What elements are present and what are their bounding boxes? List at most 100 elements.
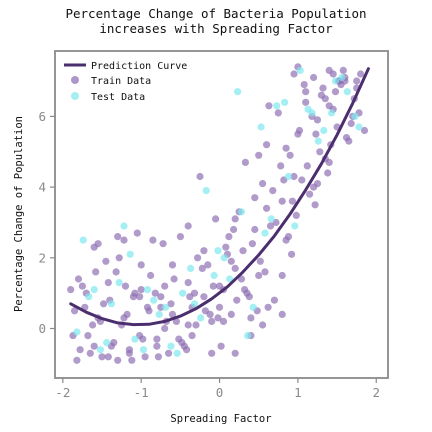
train-point: [128, 357, 135, 364]
train-point: [251, 194, 258, 201]
train-point: [116, 254, 123, 261]
train-point: [293, 212, 300, 219]
legend-label-test: Test Data: [91, 92, 145, 103]
test-point: [144, 286, 151, 293]
train-point: [210, 283, 217, 290]
train-point: [298, 176, 305, 183]
train-point: [208, 350, 215, 357]
train-point: [120, 237, 127, 244]
train-point: [330, 70, 337, 77]
train-point: [79, 283, 86, 290]
train-point: [283, 145, 290, 152]
y-tick-label: 0: [38, 321, 46, 336]
train-point: [249, 240, 256, 247]
test-point: [234, 88, 241, 95]
train-point: [269, 187, 276, 194]
train-point: [214, 314, 221, 321]
train-point: [306, 191, 313, 198]
train-point: [314, 180, 321, 187]
train-point: [199, 265, 206, 272]
train-point: [114, 357, 121, 364]
train-point: [242, 159, 249, 166]
train-point: [160, 240, 167, 247]
train-point: [147, 272, 154, 279]
train-point: [316, 148, 323, 155]
test-point: [127, 251, 134, 258]
train-point: [304, 162, 311, 169]
train-point: [324, 169, 331, 176]
train-point: [169, 261, 176, 268]
train-point: [91, 343, 98, 350]
test-point: [91, 286, 98, 293]
test-point: [73, 328, 80, 335]
train-point: [289, 198, 296, 205]
test-point: [291, 222, 298, 229]
train-point: [142, 353, 149, 360]
train-point: [114, 233, 121, 240]
train-point: [138, 261, 145, 268]
legend-marker-train: [71, 76, 79, 84]
test-point: [297, 67, 304, 74]
train-point: [200, 293, 207, 300]
test-point: [281, 99, 288, 106]
legend-label-train: Train Data: [91, 76, 151, 87]
train-point: [212, 215, 219, 222]
train-point: [296, 127, 303, 134]
train-point: [161, 325, 168, 332]
train-point: [77, 346, 84, 353]
train-point: [194, 254, 201, 261]
test-point: [97, 346, 104, 353]
train-point: [312, 201, 319, 208]
train-point: [98, 353, 105, 360]
train-point: [153, 336, 160, 343]
train-point: [92, 268, 99, 275]
train-point: [120, 314, 127, 321]
test-point: [120, 222, 127, 229]
test-point: [332, 77, 339, 84]
test-point: [268, 215, 275, 222]
train-point: [102, 258, 109, 265]
x-tick-label: 0: [216, 385, 224, 400]
train-point: [208, 318, 215, 325]
test-point: [305, 106, 312, 113]
train-point: [255, 152, 262, 159]
train-point: [95, 240, 102, 247]
train-point: [185, 321, 192, 328]
test-point: [273, 102, 280, 109]
train-point: [251, 226, 258, 233]
train-point: [228, 311, 235, 318]
train-point: [246, 293, 253, 300]
test-point: [103, 339, 110, 346]
test-point: [85, 293, 92, 300]
train-point: [134, 230, 141, 237]
train-point: [152, 290, 159, 297]
train-point: [100, 300, 107, 307]
train-point: [326, 102, 333, 109]
train-point: [319, 85, 326, 92]
test-point: [328, 109, 335, 116]
train-point: [233, 297, 240, 304]
train-point: [89, 321, 96, 328]
test-point: [244, 332, 251, 339]
train-point: [155, 353, 162, 360]
test-point: [355, 123, 362, 130]
train-point: [75, 275, 82, 282]
test-point: [174, 350, 181, 357]
train-point: [255, 272, 262, 279]
train-point: [183, 346, 190, 353]
test-point: [344, 88, 351, 95]
train-point: [177, 233, 184, 240]
legend: Prediction Curve Train Data Test Data: [64, 61, 187, 103]
train-point: [228, 258, 235, 265]
train-point: [310, 74, 317, 81]
train-point: [259, 321, 266, 328]
train-point: [185, 279, 192, 286]
train-point: [175, 336, 182, 343]
train-point: [232, 265, 239, 272]
test-point: [250, 304, 257, 311]
train-point: [126, 350, 133, 357]
train-point: [84, 332, 91, 339]
x-axis-label: Spreading Factor: [170, 413, 271, 425]
train-point: [230, 226, 237, 233]
